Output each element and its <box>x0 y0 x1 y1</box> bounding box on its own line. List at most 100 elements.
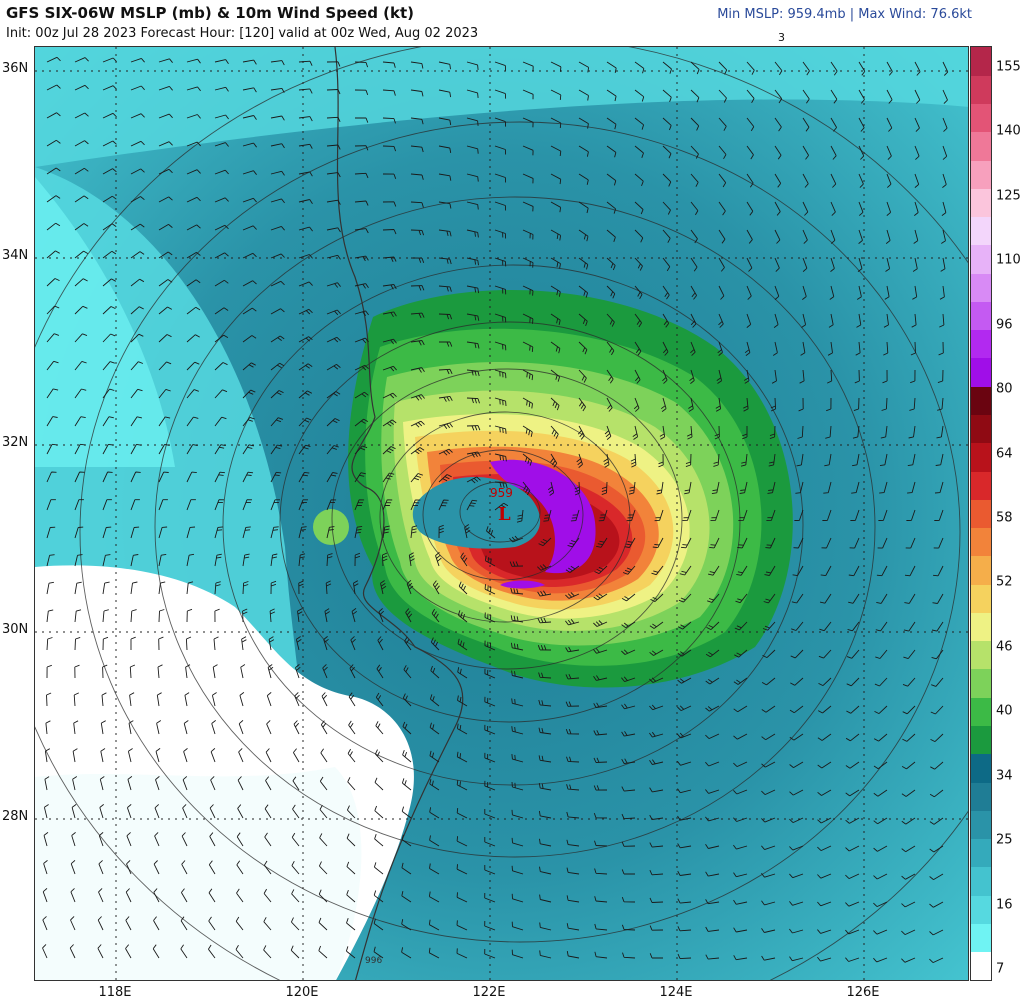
wind-barb <box>845 761 860 769</box>
wind-barb <box>457 667 468 679</box>
wind-barb <box>158 581 166 595</box>
wind-barb <box>874 705 888 715</box>
wind-barb <box>242 225 257 231</box>
wind-barb <box>382 117 396 124</box>
wind-barb <box>429 779 440 791</box>
wind-barb <box>593 702 608 709</box>
wind-barb <box>428 947 440 959</box>
wind-pressure-map[interactable]: 959 L 996 <box>34 46 969 981</box>
wind-barb <box>429 694 440 707</box>
wind-barb <box>662 341 669 356</box>
wind-barb <box>522 173 534 184</box>
wind-barb <box>774 201 781 216</box>
wind-barb <box>827 341 833 356</box>
wind-barb <box>71 832 76 847</box>
wind-barb <box>761 900 776 906</box>
wind-barb <box>606 313 615 327</box>
wind-barb <box>510 587 524 595</box>
wind-barb <box>849 537 860 549</box>
wind-barb <box>511 809 524 819</box>
wind-barb <box>650 593 664 603</box>
wind-barb <box>73 720 79 735</box>
wind-barb <box>851 481 860 494</box>
wind-barb <box>876 593 888 604</box>
wind-barb <box>873 733 888 742</box>
wind-barb <box>74 140 89 147</box>
wind-barb <box>70 888 76 903</box>
wind-barb <box>354 228 369 234</box>
wind-barb <box>155 776 160 791</box>
wind-barb <box>183 748 188 763</box>
wind-barb <box>466 369 480 377</box>
colorbar-label: 16 <box>996 897 1013 913</box>
wind-barb <box>158 499 168 511</box>
wind-barb <box>606 145 617 158</box>
wind-barb <box>130 636 136 650</box>
wind-barb <box>378 608 385 623</box>
wind-barb <box>578 173 589 185</box>
wind-barb <box>852 425 860 439</box>
wind-barb <box>621 676 636 683</box>
wind-barb <box>186 252 201 259</box>
colorbar-segment <box>971 753 991 783</box>
wind-barb <box>733 927 748 933</box>
wind-barb <box>265 776 272 791</box>
wind-barb <box>690 173 699 187</box>
wind-barb <box>858 229 863 244</box>
wind-barb <box>154 832 160 847</box>
wind-barb <box>102 333 116 343</box>
wind-barb <box>705 705 720 712</box>
wind-barb <box>799 369 805 384</box>
wind-barb <box>354 172 369 179</box>
wind-barb <box>687 425 693 440</box>
wind-barb <box>662 201 671 215</box>
wind-barb <box>511 781 524 791</box>
wind-barb <box>939 285 945 300</box>
wind-barb <box>566 895 580 903</box>
wind-barb <box>690 257 698 272</box>
wind-barb <box>494 453 507 462</box>
wind-barb <box>848 565 860 577</box>
wind-barb <box>649 759 664 765</box>
wind-barb <box>511 698 524 707</box>
wind-barb <box>858 173 864 188</box>
wind-barb <box>156 720 162 735</box>
wind-barb <box>565 619 580 626</box>
wind-barb <box>621 841 636 847</box>
wind-barb <box>733 789 748 795</box>
wind-barb <box>817 789 832 796</box>
wind-barb <box>494 173 507 183</box>
wind-barb <box>326 553 333 567</box>
wind-barb <box>494 229 507 239</box>
wind-barb <box>576 453 583 468</box>
wind-barb <box>707 593 720 603</box>
wind-barb <box>466 476 481 484</box>
wind-barb <box>606 117 617 130</box>
wind-barb <box>46 278 60 287</box>
wind-barb <box>158 388 171 399</box>
wind-barb <box>710 509 720 522</box>
wind-barb <box>802 61 810 76</box>
wind-barb <box>484 920 496 931</box>
colorbar-segment <box>971 584 991 613</box>
storm-wind-bands <box>313 289 793 688</box>
wind-barb <box>817 873 832 879</box>
wind-barb <box>456 836 468 847</box>
wind-barb <box>466 451 481 458</box>
wind-barb <box>621 813 636 820</box>
wind-barb <box>494 285 507 295</box>
wind-barb <box>211 692 217 707</box>
wind-barb <box>125 916 132 931</box>
colorbar-segment <box>971 697 991 727</box>
wind-barb <box>931 621 944 632</box>
wind-barb <box>410 473 423 483</box>
wind-barb <box>538 699 552 707</box>
wind-barb <box>326 144 341 150</box>
wind-barb <box>354 61 369 68</box>
wind-barb <box>236 832 244 847</box>
wind-barb <box>761 845 776 851</box>
wind-barb <box>824 453 832 467</box>
wind-barb <box>853 397 860 412</box>
lon-label-120e: 120E <box>285 985 319 1000</box>
top-mark: 3 <box>778 31 785 44</box>
